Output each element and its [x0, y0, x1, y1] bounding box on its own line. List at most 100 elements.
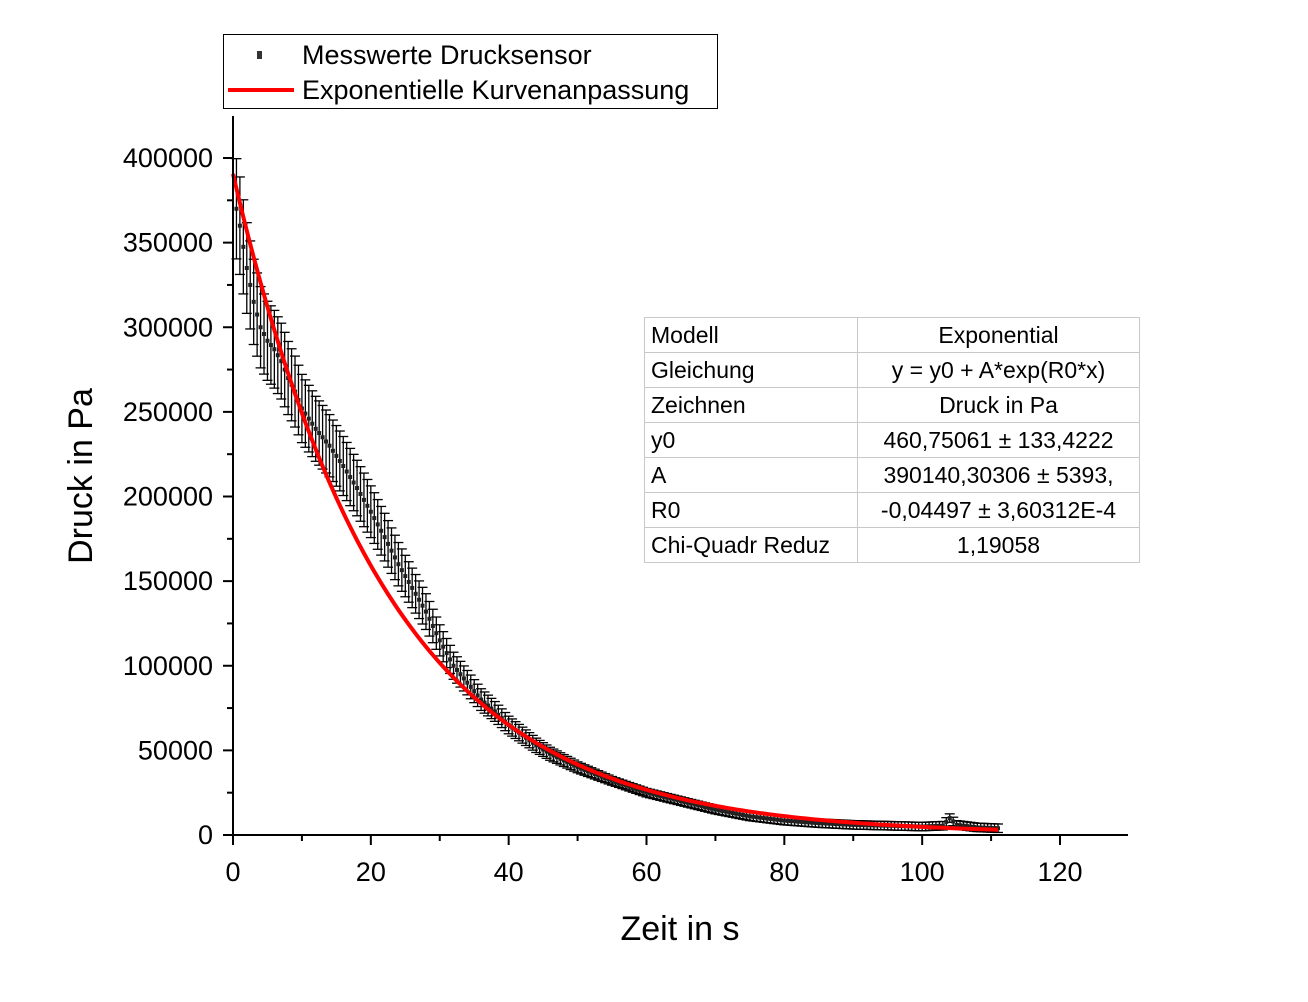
data-point — [713, 807, 718, 812]
fit-value: 460,75061 ± 133,4222 — [857, 422, 1140, 458]
data-point — [768, 816, 773, 821]
data-point — [964, 824, 969, 829]
data-point — [310, 421, 315, 426]
data-point — [265, 338, 270, 343]
data-point — [551, 753, 556, 758]
data-point — [641, 789, 646, 794]
data-point — [361, 497, 366, 502]
fit-key: y0 — [644, 422, 858, 458]
data-point — [610, 778, 615, 783]
data-point — [954, 822, 959, 827]
data-point — [716, 808, 721, 813]
data-point — [675, 798, 680, 803]
fit-key: Gleichung — [644, 352, 858, 388]
data-point — [334, 453, 339, 458]
data-point — [603, 776, 608, 781]
data-point — [761, 816, 766, 821]
data-point — [613, 780, 618, 785]
data-point — [451, 663, 456, 668]
data-point — [585, 769, 590, 774]
data-point — [961, 823, 966, 828]
data-point — [544, 749, 549, 754]
fit-key: Chi-Quadr Reduz — [644, 527, 858, 563]
data-point — [268, 343, 273, 348]
data-point — [554, 755, 559, 760]
table-row: R0 -0,04497 ± 3,60312E-4 — [644, 492, 1140, 528]
data-point — [579, 766, 584, 771]
data-point — [616, 781, 621, 786]
data-point — [282, 367, 287, 372]
data-point — [485, 703, 490, 708]
data-point — [754, 815, 759, 820]
data-point — [947, 816, 952, 821]
data-point — [317, 431, 322, 436]
data-point — [351, 480, 356, 485]
data-point — [661, 794, 666, 799]
data-point — [654, 793, 659, 798]
data-point — [658, 794, 663, 799]
data-point — [820, 821, 825, 826]
data-point — [306, 416, 311, 421]
data-point — [740, 813, 745, 818]
y-tick-label: 50000 — [138, 735, 213, 765]
data-point — [971, 824, 976, 829]
data-point — [420, 603, 425, 608]
data-point — [279, 359, 284, 364]
x-tick-label: 120 — [1037, 857, 1082, 887]
data-point — [568, 761, 573, 766]
data-point — [537, 745, 542, 750]
data-point — [744, 813, 749, 818]
data-point — [344, 469, 349, 474]
data-point — [241, 244, 246, 249]
data-point — [461, 676, 466, 681]
data-point — [734, 811, 739, 816]
data-point — [706, 805, 711, 810]
data-point — [434, 631, 439, 636]
data-point — [244, 266, 249, 271]
y-tick-label: 100000 — [123, 651, 213, 681]
data-point — [379, 528, 384, 533]
x-ticks: 0 20 40 60 80 100 120 — [225, 835, 1083, 887]
data-point — [685, 800, 690, 805]
data-point — [720, 808, 725, 813]
data-point — [320, 435, 325, 440]
x-axis-label: Zeit in s — [620, 910, 739, 948]
data-point — [565, 760, 570, 765]
data-point — [709, 806, 714, 811]
data-point — [789, 819, 794, 824]
x-tick-label: 20 — [356, 857, 386, 887]
data-point — [251, 299, 256, 304]
legend-red-line-icon — [224, 73, 294, 107]
data-point — [327, 443, 332, 448]
x-tick-label: 40 — [494, 857, 524, 887]
axes — [232, 116, 1128, 836]
data-point — [823, 821, 828, 826]
legend-label: Messwerte Drucksensor — [302, 40, 592, 70]
data-point — [944, 819, 949, 824]
data-point — [548, 751, 553, 756]
data-point — [448, 657, 453, 662]
data-point — [692, 802, 697, 807]
data-point — [651, 792, 656, 797]
fit-value: 390140,30306 ± 5393, — [857, 457, 1140, 493]
data-point — [630, 785, 635, 790]
data-point — [303, 411, 308, 416]
data-point — [396, 562, 401, 567]
table-row: Zeichnen Druck in Pa — [644, 387, 1140, 423]
data-point — [765, 816, 770, 821]
data-point — [589, 770, 594, 775]
data-point — [341, 464, 346, 469]
table-row: Chi-Quadr Reduz 1,19058 — [644, 527, 1140, 563]
data-point — [830, 821, 835, 826]
data-point — [475, 693, 480, 698]
data-point — [372, 516, 377, 521]
data-point — [806, 820, 811, 825]
data-point — [813, 820, 818, 825]
y-tick-label: 0 — [198, 820, 213, 850]
data-point — [703, 805, 708, 810]
data-point — [479, 697, 484, 702]
data-point — [417, 597, 422, 602]
data-point — [796, 819, 801, 824]
data-point — [262, 332, 267, 337]
data-point — [644, 790, 649, 795]
